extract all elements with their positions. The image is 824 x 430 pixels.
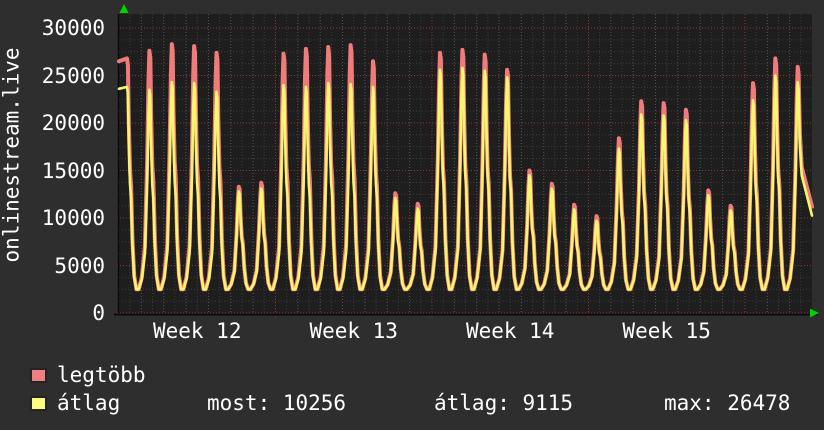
y-axis-up-arrow-icon bbox=[119, 4, 129, 13]
y-tick-label-20000: 20000 bbox=[41, 111, 105, 135]
y-tick-label-0: 0 bbox=[92, 301, 105, 325]
y-tick-label-15000: 15000 bbox=[41, 158, 105, 183]
series-line-atlag bbox=[117, 66, 814, 291]
stat-max: max: 26478 bbox=[664, 391, 791, 415]
legend-swatch-legtobb bbox=[30, 368, 47, 383]
x-axis-right-arrow-icon bbox=[810, 308, 819, 318]
stat-atlag: átlag: 9115 bbox=[434, 391, 574, 415]
week-label-14: Week 14 bbox=[465, 319, 555, 343]
week-label-15: Week 15 bbox=[622, 319, 711, 343]
y-tick-label-30000: 30000 bbox=[41, 16, 105, 40]
legend-swatch-atlag bbox=[30, 396, 47, 411]
week-label-12: Week 12 bbox=[152, 319, 242, 343]
y-tick-label-5000: 5000 bbox=[54, 253, 105, 278]
y-tick-label-25000: 25000 bbox=[41, 63, 105, 88]
legend-label-legtobb: legtöbb bbox=[57, 363, 146, 387]
week-label-13: Week 13 bbox=[309, 319, 398, 343]
legend-label-atlag: átlag bbox=[57, 391, 121, 415]
y-tick-label-10000: 10000 bbox=[41, 206, 105, 230]
stat-most: most: 10256 bbox=[207, 391, 347, 415]
